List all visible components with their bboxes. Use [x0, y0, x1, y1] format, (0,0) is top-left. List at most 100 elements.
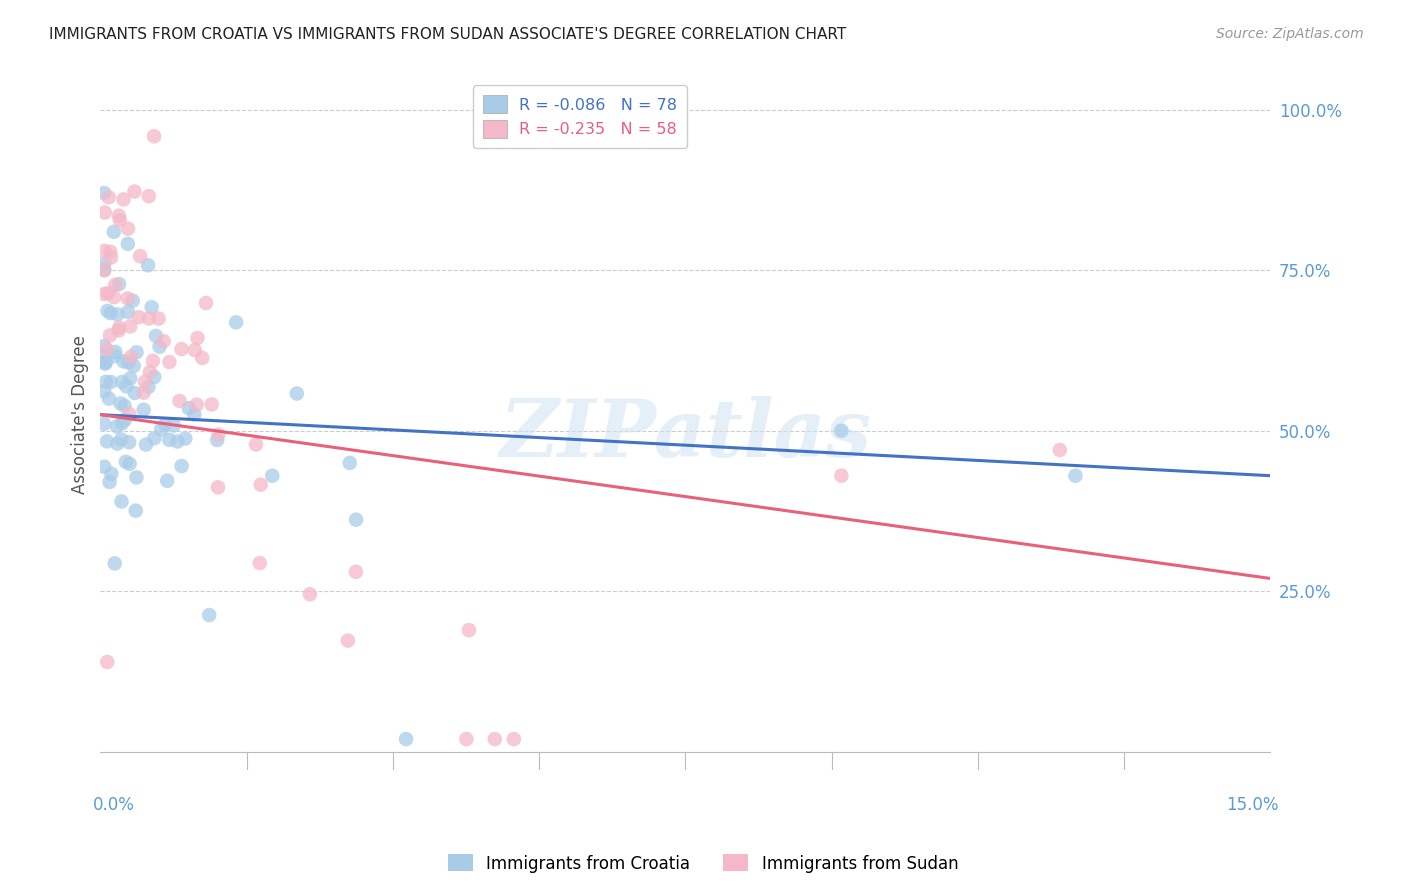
Point — [142, 354, 165, 368]
Point — [177, 401, 200, 415]
Point — [93, 459, 115, 474]
Point — [157, 433, 180, 447]
Point — [114, 399, 136, 413]
Point — [117, 221, 139, 235]
Point — [152, 334, 174, 349]
Text: 0.0%: 0.0% — [93, 796, 135, 814]
Point — [98, 244, 121, 259]
Point — [155, 417, 177, 432]
Point — [156, 474, 179, 488]
Point — [336, 633, 359, 648]
Point — [105, 307, 128, 321]
Point — [135, 437, 157, 451]
Point — [107, 324, 129, 338]
Point — [138, 380, 160, 394]
Point — [145, 329, 167, 343]
Point — [139, 365, 162, 379]
Point — [93, 257, 115, 271]
Text: ZIPatlas: ZIPatlas — [499, 396, 872, 474]
Point — [124, 185, 146, 199]
Point — [97, 190, 120, 204]
Point — [124, 386, 146, 401]
Point — [148, 311, 170, 326]
Point — [186, 331, 208, 345]
Point — [98, 328, 121, 343]
Point — [110, 433, 132, 447]
Point — [100, 467, 122, 481]
Point — [141, 300, 163, 314]
Point — [93, 355, 115, 369]
Point — [150, 422, 173, 436]
Point — [93, 244, 115, 258]
Point — [458, 623, 481, 637]
Point — [115, 455, 138, 469]
Point — [108, 209, 131, 223]
Text: IMMIGRANTS FROM CROATIA VS IMMIGRANTS FROM SUDAN ASSOCIATE'S DEGREE CORRELATION : IMMIGRANTS FROM CROATIA VS IMMIGRANTS FR… — [49, 27, 846, 42]
Point — [121, 293, 143, 308]
Point — [159, 355, 181, 369]
Point — [94, 357, 117, 371]
Point — [111, 375, 134, 389]
Point — [122, 359, 145, 373]
Point — [96, 655, 118, 669]
Point — [96, 304, 118, 318]
Point — [225, 315, 247, 329]
Point — [183, 408, 205, 422]
Point — [129, 249, 152, 263]
Point — [207, 480, 229, 494]
Point — [117, 305, 139, 319]
Point — [148, 340, 170, 354]
Y-axis label: Associate's Degree: Associate's Degree — [72, 335, 89, 494]
Point — [120, 350, 142, 364]
Point — [114, 413, 136, 427]
Legend: R = -0.086   N = 78, R = -0.235   N = 58: R = -0.086 N = 78, R = -0.235 N = 58 — [474, 86, 688, 148]
Point — [132, 402, 155, 417]
Text: Source: ZipAtlas.com: Source: ZipAtlas.com — [1216, 27, 1364, 41]
Point — [118, 457, 141, 471]
Point — [344, 513, 367, 527]
Point — [245, 437, 267, 451]
Point — [93, 417, 115, 431]
Point — [169, 394, 191, 409]
Point — [166, 434, 188, 449]
Point — [125, 470, 148, 484]
Point — [100, 306, 122, 320]
Point — [105, 419, 128, 434]
Point — [94, 205, 117, 219]
Point — [103, 225, 125, 239]
Point — [93, 263, 115, 277]
Point — [249, 477, 271, 491]
Text: 15.0%: 15.0% — [1226, 796, 1278, 814]
Point — [120, 319, 142, 334]
Point — [138, 189, 160, 203]
Point — [104, 557, 127, 571]
Point — [134, 375, 156, 389]
Point — [104, 349, 127, 363]
Point — [97, 392, 120, 406]
Point — [117, 355, 139, 369]
Point — [115, 379, 138, 393]
Point — [344, 565, 367, 579]
Point — [125, 345, 148, 359]
Point — [107, 436, 129, 450]
Point — [456, 732, 478, 747]
Point — [112, 354, 135, 368]
Point — [96, 434, 118, 449]
Point — [100, 251, 122, 265]
Point — [111, 417, 134, 431]
Point — [249, 556, 271, 570]
Point — [339, 456, 361, 470]
Point — [108, 213, 131, 227]
Point — [96, 343, 118, 357]
Point — [128, 310, 150, 325]
Point — [138, 311, 160, 326]
Point — [262, 468, 284, 483]
Point — [110, 494, 132, 508]
Point — [1064, 468, 1087, 483]
Point — [125, 503, 148, 517]
Point — [103, 290, 125, 304]
Point — [143, 431, 166, 445]
Point — [93, 339, 115, 353]
Point — [117, 292, 139, 306]
Point — [132, 385, 155, 400]
